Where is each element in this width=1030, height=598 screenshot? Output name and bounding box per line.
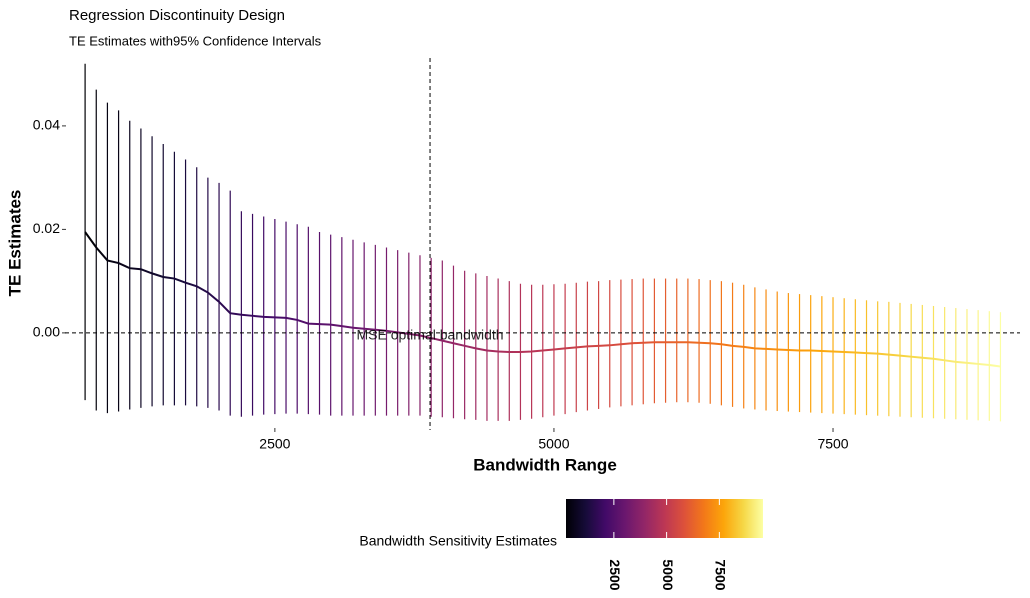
x-tick-label: 2500 [259, 436, 290, 452]
optimal-bandwidth-label: MSE optimal bandwidth [356, 327, 503, 343]
colorbar-tick-label: 2500 [607, 559, 623, 590]
chart-subtitle: TE Estimates with95% Confidence Interval… [69, 33, 322, 48]
colorbar-tick-label: 5000 [660, 559, 676, 590]
estimate-line [84, 231, 1001, 368]
colorbar-title: Bandwidth Sensitivity Estimates [359, 533, 557, 549]
x-tick-label: 5000 [538, 436, 569, 452]
x-tick-label: 7500 [817, 436, 848, 452]
y-tick-label: 0.00 [33, 324, 60, 340]
y-tick-label: 0.04 [33, 117, 60, 133]
y-tick-label: 0.02 [33, 220, 60, 236]
y-axis-title: TE Estimates [5, 190, 24, 297]
chart-title: Regression Discontinuity Design [69, 7, 285, 24]
colorbar-tick-label: 7500 [713, 559, 729, 590]
x-axis-title: Bandwidth Range [473, 455, 617, 474]
colorbar [566, 499, 763, 538]
